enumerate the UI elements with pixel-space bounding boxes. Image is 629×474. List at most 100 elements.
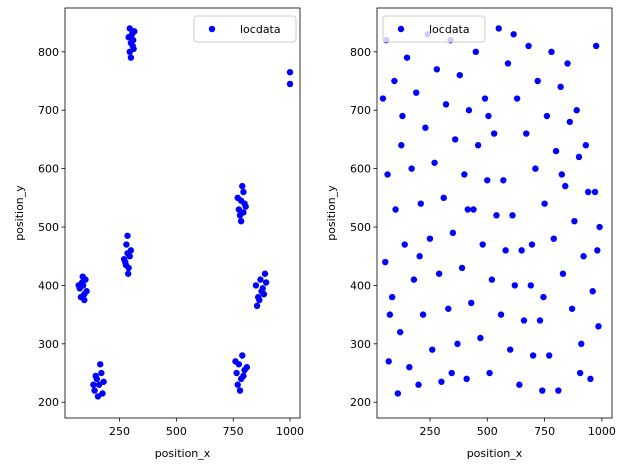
point xyxy=(237,217,245,225)
point xyxy=(91,387,98,394)
point xyxy=(440,194,447,202)
point xyxy=(461,171,468,178)
y-tick-label: 200 xyxy=(38,396,59,409)
point xyxy=(419,311,427,318)
point xyxy=(525,42,532,50)
point xyxy=(523,130,530,137)
point xyxy=(234,381,241,388)
point xyxy=(596,223,603,231)
point xyxy=(545,352,553,359)
point xyxy=(465,107,473,114)
point xyxy=(90,381,97,388)
point xyxy=(509,212,516,219)
y-tick-label: 800 xyxy=(350,46,371,59)
point xyxy=(488,276,496,283)
point xyxy=(445,305,452,312)
point xyxy=(500,177,507,184)
y-axis-label: position_y xyxy=(325,185,338,241)
point xyxy=(511,282,518,289)
point xyxy=(557,83,564,91)
x-tick-label: 500 xyxy=(477,425,498,438)
point xyxy=(468,299,475,307)
point xyxy=(386,311,394,318)
point xyxy=(550,235,557,242)
y-tick-label: 400 xyxy=(350,279,371,292)
point xyxy=(286,69,294,76)
plot-frame xyxy=(64,7,301,419)
point xyxy=(573,107,580,114)
point xyxy=(234,194,241,202)
legend-marker xyxy=(208,25,216,33)
point xyxy=(578,340,585,348)
y-tick-label: 600 xyxy=(38,163,59,176)
y-tick-label: 400 xyxy=(38,279,59,292)
x-tick-label: 750 xyxy=(223,425,244,438)
legend-marker xyxy=(397,25,405,33)
x-tick-label: 250 xyxy=(419,425,440,438)
y-tick-label: 700 xyxy=(38,104,59,117)
point xyxy=(391,77,398,85)
point xyxy=(125,34,132,41)
point xyxy=(495,25,502,32)
x-tick-label: 500 xyxy=(166,425,187,438)
legend-box xyxy=(382,15,486,43)
point xyxy=(576,369,584,377)
point xyxy=(75,282,82,289)
point xyxy=(92,372,99,380)
x-axis-label: position_x xyxy=(155,447,211,460)
x-tick-label: 250 xyxy=(109,425,130,438)
point xyxy=(529,352,537,359)
point xyxy=(479,241,486,248)
point xyxy=(592,42,600,50)
point xyxy=(240,209,247,216)
point xyxy=(528,241,536,248)
point xyxy=(100,378,107,385)
point xyxy=(252,282,260,289)
x-tick-label: 1000 xyxy=(588,425,616,438)
point xyxy=(587,375,594,383)
point xyxy=(401,241,408,248)
point xyxy=(458,264,466,272)
point xyxy=(594,247,601,254)
point xyxy=(392,206,399,213)
point xyxy=(497,311,505,318)
point xyxy=(558,171,565,178)
point xyxy=(233,369,240,377)
point xyxy=(591,188,599,196)
y-tick-label: 800 xyxy=(38,46,59,59)
x-axis-label: position_x xyxy=(467,447,523,460)
point xyxy=(448,369,455,377)
point xyxy=(435,270,443,277)
point xyxy=(429,346,436,353)
point xyxy=(484,177,491,184)
point xyxy=(413,89,420,96)
point xyxy=(485,112,492,120)
x-tick-label: 750 xyxy=(534,425,555,438)
point xyxy=(79,273,86,280)
point xyxy=(384,171,391,178)
point xyxy=(398,142,405,149)
point xyxy=(566,118,574,126)
legend-label: locdata xyxy=(429,23,470,36)
point xyxy=(568,305,576,312)
point xyxy=(433,66,441,73)
point xyxy=(582,142,590,149)
point xyxy=(493,212,500,219)
point xyxy=(562,182,569,190)
point xyxy=(507,346,514,353)
legend-box xyxy=(193,15,297,43)
point xyxy=(235,206,243,213)
point xyxy=(129,36,137,44)
point xyxy=(431,159,438,166)
point xyxy=(481,95,489,102)
point xyxy=(98,369,105,377)
point xyxy=(470,206,477,213)
point xyxy=(504,60,512,67)
point xyxy=(454,340,461,348)
point xyxy=(236,387,244,394)
point xyxy=(510,31,517,38)
point xyxy=(286,80,294,88)
point xyxy=(502,247,509,254)
y-axis-label: position_y xyxy=(13,185,26,241)
point xyxy=(126,25,133,32)
